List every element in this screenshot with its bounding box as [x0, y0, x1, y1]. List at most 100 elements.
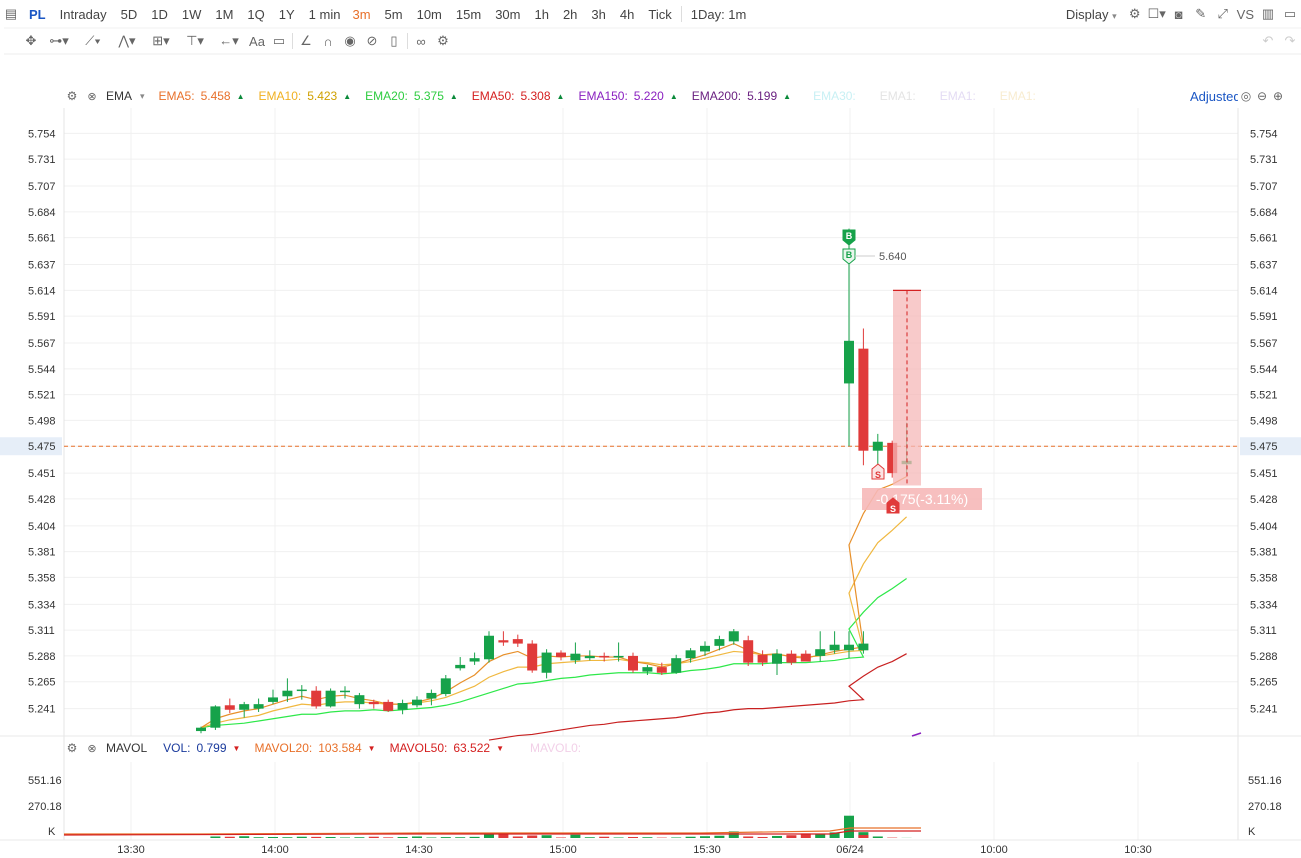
pencil-icon[interactable]: ✎	[1195, 6, 1207, 21]
price-axis-label-right: 5.358	[1250, 572, 1278, 584]
text-tool-icon[interactable]: Aa	[249, 33, 265, 49]
fib-tool-icon[interactable]: ⊞▾	[152, 33, 170, 48]
candle	[311, 686, 322, 709]
adjusted-dropdown[interactable]: Adjusted	[1190, 88, 1238, 104]
redo-icon[interactable]: ↷	[1284, 33, 1296, 48]
magnet-icon[interactable]: ∩	[323, 33, 333, 49]
camera-icon[interactable]: ◙	[1174, 6, 1183, 22]
sell-marker-outline[interactable]: S	[871, 463, 885, 480]
zoom-in-icon[interactable]: ⊕	[1272, 89, 1284, 103]
close-icon[interactable]: ⊗	[87, 742, 97, 755]
settings-icon[interactable]: ⚙	[1128, 6, 1141, 21]
compare-button[interactable]: VS	[1236, 6, 1254, 22]
interval-button[interactable]: 1 min	[308, 6, 341, 22]
zoom-reset-icon[interactable]: ◎	[1240, 89, 1252, 103]
settings-icon[interactable]: ⚙	[66, 741, 78, 755]
interval-button[interactable]: 1Q	[247, 6, 265, 22]
buy-marker[interactable]: B	[842, 229, 856, 246]
separator	[292, 33, 293, 49]
zoom-out-icon[interactable]: ⊖	[1256, 89, 1268, 103]
candle	[368, 699, 379, 709]
hide-icon[interactable]: ⊘	[366, 33, 378, 48]
eye-icon[interactable]: ◉	[344, 33, 356, 48]
link-icon[interactable]: ∞	[416, 33, 426, 49]
interval-button[interactable]: 10m	[416, 6, 442, 22]
candle-body	[498, 640, 509, 643]
interval-button[interactable]: Intraday	[59, 6, 107, 22]
interval-button[interactable]: 5m	[384, 6, 403, 22]
settings-icon[interactable]: ⚙	[437, 33, 449, 48]
sell-marker[interactable]: S	[886, 497, 900, 514]
candle-body	[599, 655, 610, 658]
candle-body	[887, 442, 898, 474]
price-axis-label-left: 5.358	[28, 572, 56, 584]
candle-body	[512, 639, 523, 644]
candle-body	[354, 695, 365, 705]
interval-button[interactable]: 1W	[181, 6, 202, 22]
price-axis-label-left: 5.381	[28, 547, 56, 559]
down-arrow-icon: ▼	[496, 743, 504, 753]
interval-button[interactable]: 15m	[455, 6, 482, 22]
price-axis-label-left: 5.428	[28, 494, 56, 506]
session-dropdown[interactable]: 1Day: 1m	[690, 6, 747, 22]
comment-tool-icon[interactable]: ▭	[272, 33, 286, 48]
fullscreen-icon[interactable]: ⤢	[1217, 6, 1228, 21]
interval-button[interactable]: 1D	[151, 6, 168, 22]
interval-button[interactable]: 1M	[215, 6, 234, 22]
price-axis-label-left: 5.591	[28, 311, 56, 323]
candle-body	[325, 690, 336, 707]
ema20-line	[200, 578, 907, 729]
layout-icon[interactable]: ☐▾	[1147, 6, 1166, 21]
price-axis-label-right: 5.475	[1250, 441, 1278, 453]
interval-button[interactable]: 1h	[534, 6, 549, 22]
candle	[772, 649, 782, 675]
comment-icon[interactable]: ▭	[1283, 6, 1297, 21]
sidebar-toggle-icon[interactable]: ▤	[4, 6, 18, 21]
mavol20-line	[64, 827, 921, 835]
price-axis-label-left: 5.661	[28, 233, 56, 245]
price-axis-label-left: 5.731	[28, 154, 56, 166]
arrow-tool-icon[interactable]: ←▾	[219, 33, 239, 48]
ruler-icon[interactable]: ∠	[300, 33, 312, 48]
ema-indicator-name[interactable]: EMA	[106, 89, 133, 103]
price-axis-label-left: 5.684	[28, 207, 56, 219]
interval-button[interactable]: 4h	[619, 6, 635, 22]
crosshair-icon[interactable]: ✥	[25, 33, 37, 48]
line-tool-icon[interactable]: ⊶▾	[49, 33, 69, 48]
undo-icon[interactable]: ↶	[1262, 33, 1274, 48]
volume-bar	[858, 834, 869, 838]
interval-button[interactable]: 3h	[591, 6, 606, 22]
interval-button[interactable]: 5D	[120, 6, 138, 22]
candle-body	[728, 631, 739, 642]
volume-bar	[613, 837, 624, 838]
measure-tool-icon[interactable]: ⊤▾	[186, 33, 204, 48]
volume-bar	[469, 836, 480, 838]
display-dropdown[interactable]: Display ▾	[1059, 7, 1124, 22]
interval-button[interactable]: 2h	[562, 6, 578, 22]
book-icon[interactable]: ▥	[1261, 6, 1275, 21]
interval-button[interactable]: 3m	[352, 6, 371, 22]
volume-bar	[757, 836, 768, 838]
up-arrow-icon: ▲	[343, 91, 352, 101]
pattern-tool-icon[interactable]: ⋀▾	[118, 33, 136, 48]
ema-faded-label: EMA1:	[999, 89, 1036, 103]
top-toolbar: ▤ PL Intraday 5D 1D 1W 1M 1Q 1Y 1 min 3m 5m 10m 15m…	[0, 0, 1301, 28]
chevron-down-icon[interactable]: ▾	[140, 90, 145, 101]
channel-tool-icon[interactable]: ⟋▾	[85, 33, 101, 48]
symbol-button[interactable]: PL	[29, 6, 46, 22]
buy-marker-outline[interactable]: B	[842, 248, 856, 265]
settings-icon[interactable]: ⚙	[66, 89, 78, 103]
price-axis-label-right: 5.498	[1250, 415, 1278, 427]
current-price-tag-left	[0, 437, 62, 456]
time-axis-label: 15:30	[693, 844, 721, 856]
interval-button[interactable]: 30m	[495, 6, 521, 22]
mavol-indicator-name[interactable]: MAVOL	[106, 741, 148, 755]
close-icon[interactable]: ⊗	[87, 90, 97, 103]
ema-legend-value: 5.375	[413, 89, 444, 103]
interval-button[interactable]: Tick	[648, 6, 672, 22]
ema-legend-label: EMA200:	[691, 89, 742, 103]
trash-icon[interactable]: ▯	[390, 33, 398, 48]
interval-button[interactable]: 1Y	[278, 6, 295, 22]
price-axis-label-left: 5.498	[28, 415, 56, 427]
